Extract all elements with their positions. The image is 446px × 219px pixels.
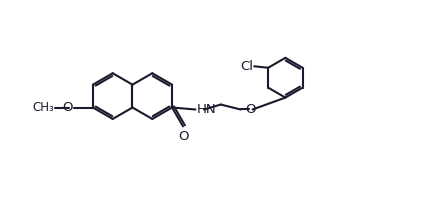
Text: HN: HN [197,102,217,115]
Text: O: O [178,130,189,143]
Text: O: O [62,101,73,114]
Text: Cl: Cl [240,60,253,73]
Text: CH₃: CH₃ [33,101,54,114]
Text: O: O [245,103,256,116]
